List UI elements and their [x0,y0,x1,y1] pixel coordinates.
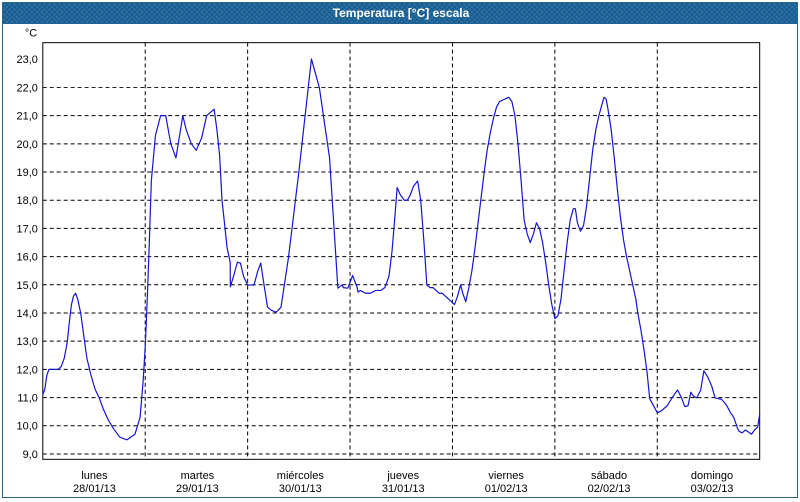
svg-text:17,0: 17,0 [17,223,38,235]
svg-text:18,0: 18,0 [17,195,38,207]
svg-text:13,0: 13,0 [17,336,38,348]
svg-text:°C: °C [25,28,37,40]
svg-text:19,0: 19,0 [17,167,38,179]
svg-text:23,0: 23,0 [17,54,38,66]
svg-text:12,0: 12,0 [17,364,38,376]
svg-text:20,0: 20,0 [17,139,38,151]
svg-text:14,0: 14,0 [17,308,38,320]
svg-text:15,0: 15,0 [17,280,38,292]
svg-text:22,0: 22,0 [17,82,38,94]
svg-text:10,0: 10,0 [17,421,38,433]
svg-text:21,0: 21,0 [17,111,38,123]
svg-text:11,0: 11,0 [17,393,37,405]
svg-text:16,0: 16,0 [17,252,38,264]
svg-text:9,0: 9,0 [23,449,38,461]
